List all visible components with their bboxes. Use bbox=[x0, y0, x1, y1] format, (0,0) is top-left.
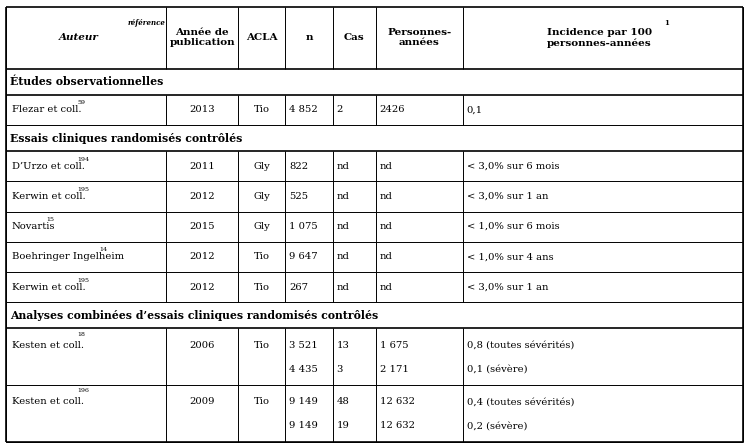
Text: 2 171: 2 171 bbox=[380, 364, 409, 373]
Text: 2009: 2009 bbox=[189, 397, 215, 406]
Text: 1: 1 bbox=[664, 19, 670, 27]
Text: 2012: 2012 bbox=[189, 252, 215, 261]
Text: 195: 195 bbox=[77, 277, 89, 283]
Text: 267: 267 bbox=[289, 283, 308, 292]
Text: nd: nd bbox=[336, 283, 349, 292]
Text: 0,1 (sévère): 0,1 (sévère) bbox=[467, 364, 527, 373]
Text: Gly: Gly bbox=[253, 162, 270, 171]
Text: 4 852: 4 852 bbox=[289, 105, 318, 115]
Text: < 3,0% sur 1 an: < 3,0% sur 1 an bbox=[467, 192, 548, 201]
Text: Gly: Gly bbox=[253, 192, 270, 201]
Text: Tio: Tio bbox=[254, 105, 270, 115]
Text: 1 075: 1 075 bbox=[289, 222, 318, 231]
Text: 3: 3 bbox=[336, 364, 343, 373]
Text: nd: nd bbox=[380, 192, 392, 201]
Text: 0,2 (sévère): 0,2 (sévère) bbox=[467, 421, 527, 430]
Text: n: n bbox=[305, 33, 313, 42]
Text: 15: 15 bbox=[46, 217, 55, 222]
Text: ACLA: ACLA bbox=[246, 33, 278, 42]
Text: Études observationnelles: Études observationnelles bbox=[10, 76, 164, 87]
Text: 18: 18 bbox=[77, 332, 85, 337]
Text: D’Urzo et coll.: D’Urzo et coll. bbox=[12, 162, 85, 171]
Text: nd: nd bbox=[380, 252, 392, 261]
Text: 2012: 2012 bbox=[189, 192, 215, 201]
Text: Gly: Gly bbox=[253, 222, 270, 231]
Text: nd: nd bbox=[380, 283, 392, 292]
Text: référence: référence bbox=[127, 19, 166, 27]
Text: 2: 2 bbox=[336, 105, 343, 115]
Text: 822: 822 bbox=[289, 162, 309, 171]
Text: 9 149: 9 149 bbox=[289, 421, 318, 430]
Text: 0,1: 0,1 bbox=[467, 105, 483, 115]
Text: Analyses combinées d’essais cliniques randomisés contrôlés: Analyses combinées d’essais cliniques ra… bbox=[10, 310, 379, 321]
Text: 12 632: 12 632 bbox=[380, 397, 415, 406]
Text: Tio: Tio bbox=[254, 252, 270, 261]
Text: 19: 19 bbox=[336, 421, 349, 430]
Text: Tio: Tio bbox=[254, 341, 270, 350]
Text: 2006: 2006 bbox=[189, 341, 215, 350]
Text: 2012: 2012 bbox=[189, 283, 215, 292]
Text: 2011: 2011 bbox=[189, 162, 215, 171]
Text: 0,8 (toutes sévérités): 0,8 (toutes sévérités) bbox=[467, 341, 574, 350]
Text: Boehringer Ingelheim: Boehringer Ingelheim bbox=[12, 252, 124, 261]
Text: 9 647: 9 647 bbox=[289, 252, 318, 261]
Text: 2426: 2426 bbox=[380, 105, 405, 115]
Text: Cas: Cas bbox=[344, 33, 365, 42]
Text: Tio: Tio bbox=[254, 397, 270, 406]
Text: 3 521: 3 521 bbox=[289, 341, 318, 350]
Text: nd: nd bbox=[336, 192, 349, 201]
Text: 525: 525 bbox=[289, 192, 309, 201]
Text: < 1,0% sur 6 mois: < 1,0% sur 6 mois bbox=[467, 222, 560, 231]
Text: nd: nd bbox=[336, 252, 349, 261]
Text: nd: nd bbox=[380, 222, 392, 231]
Text: Kerwin et coll.: Kerwin et coll. bbox=[12, 192, 85, 201]
Text: 194: 194 bbox=[77, 157, 89, 161]
Text: < 1,0% sur 4 ans: < 1,0% sur 4 ans bbox=[467, 252, 554, 261]
Text: Tio: Tio bbox=[254, 283, 270, 292]
Text: Personnes-
années: Personnes- années bbox=[387, 28, 452, 47]
Text: < 3,0% sur 6 mois: < 3,0% sur 6 mois bbox=[467, 162, 559, 171]
Text: nd: nd bbox=[380, 162, 392, 171]
Text: < 3,0% sur 1 an: < 3,0% sur 1 an bbox=[467, 283, 548, 292]
Text: 196: 196 bbox=[77, 388, 89, 393]
Text: Novartis: Novartis bbox=[12, 222, 55, 231]
Text: 1 675: 1 675 bbox=[380, 341, 408, 350]
Text: nd: nd bbox=[336, 222, 349, 231]
Text: 4 435: 4 435 bbox=[289, 364, 318, 373]
Text: 48: 48 bbox=[336, 397, 349, 406]
Text: Année de
publication: Année de publication bbox=[169, 28, 235, 47]
Text: Kerwin et coll.: Kerwin et coll. bbox=[12, 283, 85, 292]
Text: 14: 14 bbox=[99, 248, 107, 252]
Text: Auteur: Auteur bbox=[58, 33, 99, 42]
Text: Incidence par 100
personnes-années: Incidence par 100 personnes-années bbox=[547, 28, 652, 48]
Text: Essais cliniques randomisés contrôlés: Essais cliniques randomisés contrôlés bbox=[10, 132, 243, 144]
Text: nd: nd bbox=[336, 162, 349, 171]
Text: 2013: 2013 bbox=[189, 105, 215, 115]
Text: Kesten et coll.: Kesten et coll. bbox=[12, 341, 84, 350]
Text: 0,4 (toutes sévérités): 0,4 (toutes sévérités) bbox=[467, 397, 574, 406]
Text: Flezar et coll.: Flezar et coll. bbox=[12, 105, 82, 115]
Text: 13: 13 bbox=[336, 341, 349, 350]
Text: 195: 195 bbox=[77, 187, 89, 192]
Text: 9 149: 9 149 bbox=[289, 397, 318, 406]
Text: 59: 59 bbox=[77, 100, 85, 105]
Text: Kesten et coll.: Kesten et coll. bbox=[12, 397, 84, 406]
Text: 12 632: 12 632 bbox=[380, 421, 415, 430]
Text: 2015: 2015 bbox=[189, 222, 215, 231]
